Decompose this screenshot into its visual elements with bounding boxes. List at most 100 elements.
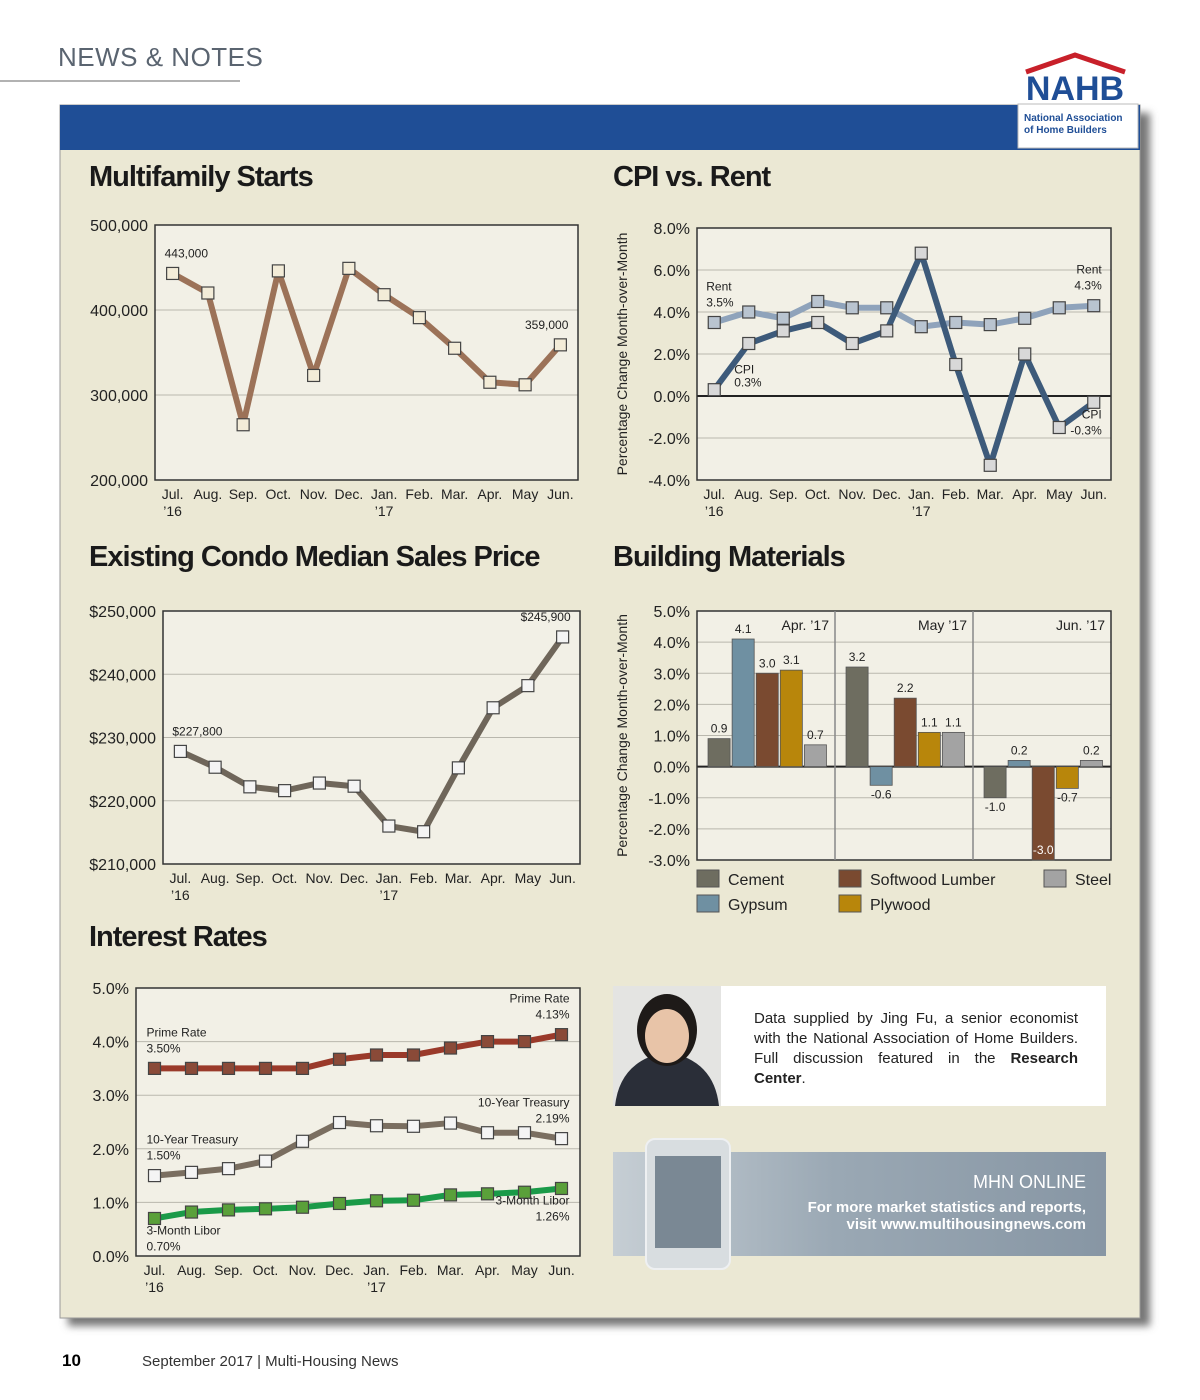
bar [893, 697, 917, 768]
y-tick-label: $250,000 [89, 604, 156, 621]
x-tick-label: Nov. [300, 486, 328, 502]
series-label: Prime Rate [509, 992, 569, 1006]
bar [983, 766, 1007, 799]
marker [707, 315, 721, 330]
value-label: 3.50% [147, 1041, 181, 1055]
x-tick-label: Aug. [177, 1262, 206, 1278]
y-tick-label: 8.0% [654, 221, 690, 238]
marker [369, 1194, 384, 1208]
plot-area [155, 225, 578, 480]
x-tick-label: Jun. [547, 486, 573, 502]
legend-swatch [838, 869, 862, 888]
y-tick-label: 5.0% [93, 981, 129, 998]
value-label: 2.2 [897, 681, 914, 695]
x-tick-label: Oct. [253, 1262, 279, 1278]
marker [278, 784, 292, 798]
value-label: 0.9 [711, 722, 728, 736]
x-tick-label: Jul. ’16 [169, 870, 191, 903]
marker [307, 368, 321, 383]
portrait-bangs [644, 999, 690, 1022]
marker [295, 1200, 310, 1214]
marker [342, 261, 356, 275]
bar [1007, 760, 1031, 768]
marker [742, 336, 756, 351]
chart-title: Existing Condo Median Sales Price [89, 541, 540, 573]
x-tick-label: Feb. [405, 486, 433, 502]
x-tick-label: Mar. [437, 1262, 464, 1278]
legend-swatch [696, 869, 720, 888]
marker [949, 315, 963, 330]
x-tick-label: Feb. [942, 486, 970, 502]
marker [243, 780, 257, 794]
x-tick-label: Mar. [441, 486, 468, 502]
marker [406, 1119, 421, 1133]
y-tick-label: 5.0% [654, 604, 690, 621]
bar [755, 672, 779, 768]
y-tick-label: 1.0% [654, 729, 690, 746]
value-label: -0.3% [1070, 423, 1102, 437]
x-tick-label: May [1046, 486, 1072, 502]
value-label: -3.0 [1033, 843, 1054, 857]
category-label: Apr. ’17 [782, 617, 830, 633]
marker [845, 336, 859, 351]
bar [917, 731, 941, 768]
note-text: Data supplied by Jing Fu, a senior econo… [754, 1010, 1078, 1067]
y-tick-label: 4.0% [654, 635, 690, 652]
value-label: 1.26% [535, 1209, 569, 1223]
x-tick-label: Mar. [445, 870, 472, 886]
x-tick-label: Nov. [838, 486, 866, 502]
y-tick-label: 2.0% [654, 347, 690, 364]
x-tick-label: Sep. [214, 1262, 243, 1278]
x-tick-label: Oct. [266, 486, 292, 502]
marker [443, 1188, 458, 1202]
y-tick-label: 3.0% [654, 666, 690, 683]
value-label: 0.70% [147, 1239, 181, 1253]
x-tick-label: Feb. [399, 1262, 427, 1278]
marker [811, 315, 825, 330]
x-tick-label: Apr. [475, 1262, 500, 1278]
marker [221, 1061, 236, 1076]
bar [1055, 766, 1079, 789]
x-tick-label: Sep. [769, 486, 798, 502]
value-label: 2.19% [535, 1112, 569, 1126]
series-label: 3-Month Libor [147, 1223, 221, 1237]
bar [707, 738, 731, 768]
x-tick-label: May [512, 486, 538, 502]
value-label: 1.1 [921, 715, 938, 729]
promo-text: For more market statistics and reports, … [807, 1199, 1086, 1233]
value-label: 0.7 [807, 728, 824, 742]
x-tick-label: Jan. ’17 [908, 486, 934, 519]
value-label: -0.7 [1057, 790, 1078, 804]
legend-label: Softwood Lumber [870, 872, 996, 889]
series-label: Prime Rate [147, 1025, 207, 1039]
marker [406, 1193, 421, 1207]
marker [451, 761, 465, 775]
marker [480, 1126, 495, 1140]
marker [347, 779, 361, 793]
marker [258, 1061, 273, 1076]
marker [1018, 347, 1032, 361]
marker [201, 286, 215, 300]
marker [517, 1126, 532, 1140]
value-label: $227,800 [172, 724, 222, 738]
x-tick-label: Apr. [477, 486, 502, 502]
marker [880, 301, 894, 315]
marker [845, 301, 859, 315]
bar [1079, 760, 1103, 768]
plot-border [696, 227, 1112, 481]
bar [869, 766, 893, 786]
x-tick-label: Oct. [805, 486, 831, 502]
portrait-face [645, 1009, 689, 1063]
x-tick-label: Jul. ’16 [703, 486, 725, 519]
marker [949, 357, 963, 372]
marker [332, 1115, 347, 1130]
plot-border [154, 224, 579, 481]
section-title: NEWS & NOTES [58, 42, 264, 72]
marker [521, 679, 535, 693]
marker [147, 1168, 162, 1183]
y-tick-label: 1.0% [93, 1195, 129, 1212]
value-label: -0.6 [871, 787, 892, 801]
y-tick-label: 2.0% [654, 697, 690, 714]
y-tick-label: 300,000 [90, 388, 148, 405]
marker [707, 383, 721, 397]
